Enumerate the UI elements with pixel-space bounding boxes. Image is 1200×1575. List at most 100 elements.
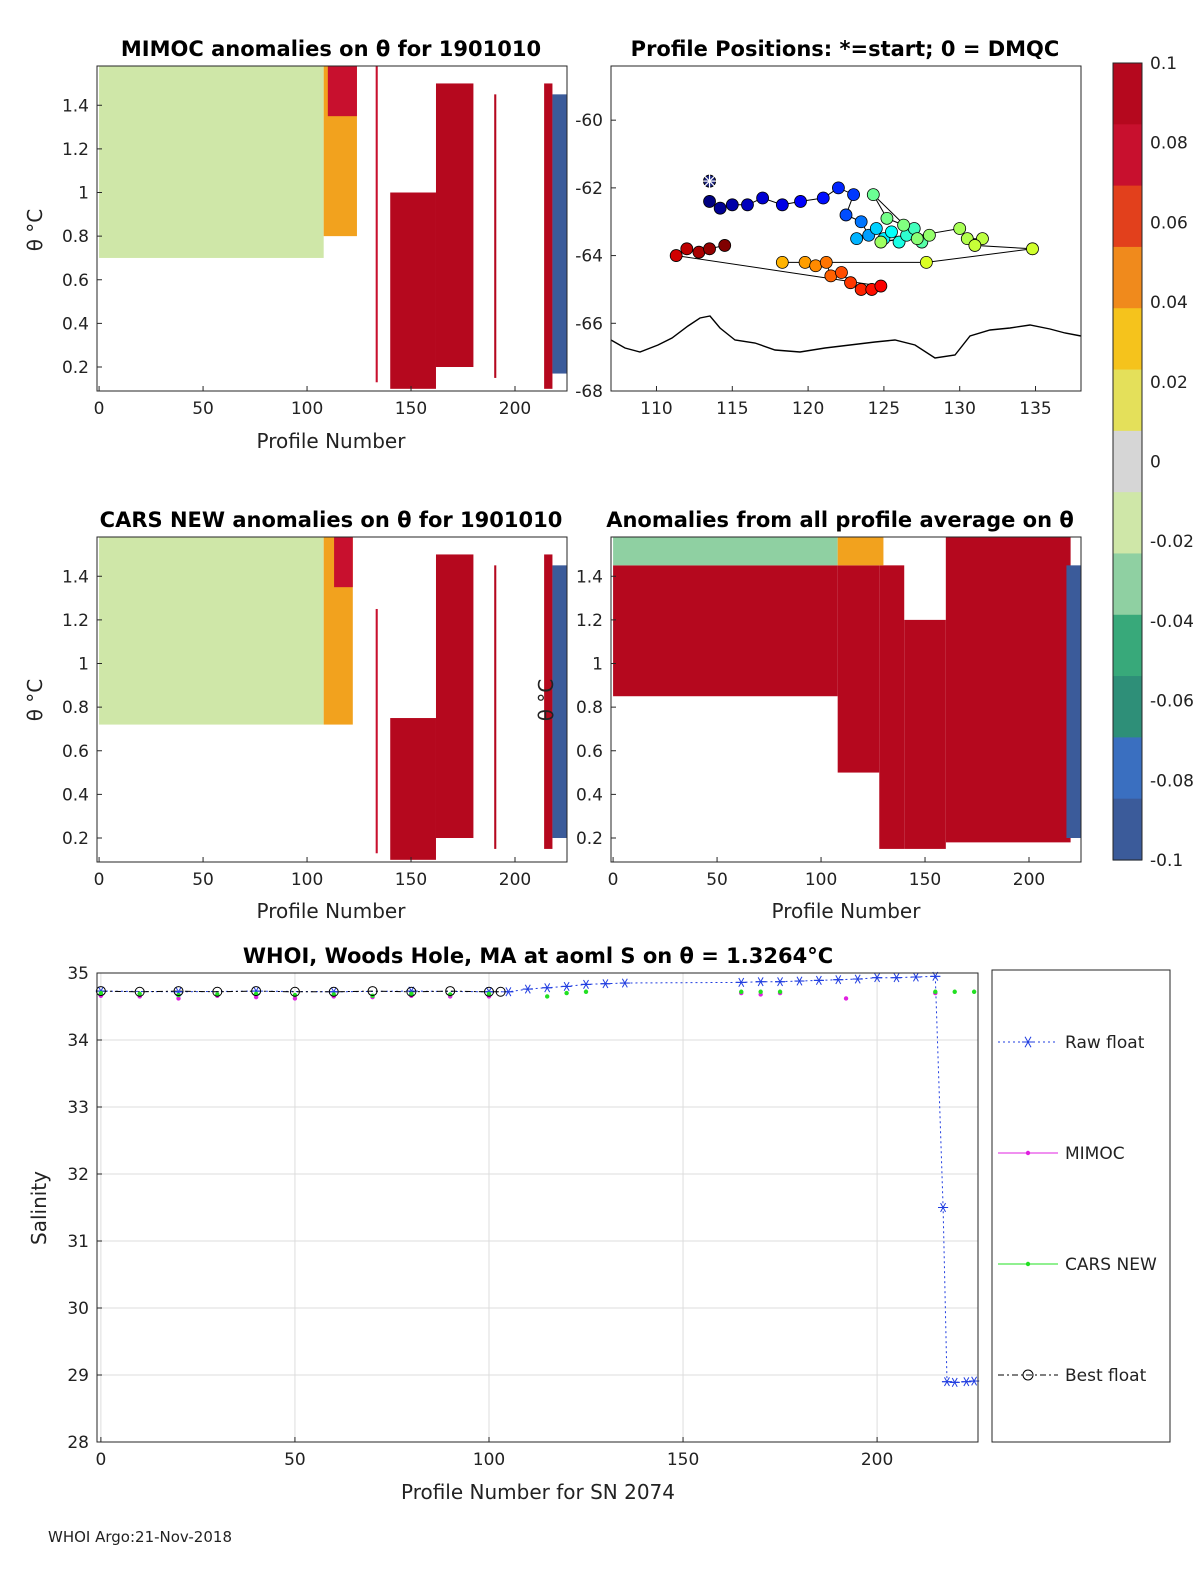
series-point [486, 991, 492, 996]
series-point [176, 996, 181, 1001]
colorbar-cell [1113, 553, 1142, 616]
x-tick-label: 200 [861, 1450, 893, 1470]
cars-anomaly-regions [99, 537, 567, 860]
best-float-marker [289, 986, 300, 997]
colorbar-cells [1113, 63, 1142, 861]
cars-anomaly-panel: CARS NEW anomalies on θ for 1901010 0 50 1… [23, 508, 568, 923]
best-float-marker [367, 986, 378, 997]
best-float-marker [483, 986, 494, 997]
mimoc-anomaly-panel: MIMOC anomalies on θ for 1901010 0 50 100 1… [23, 37, 568, 453]
profile-point [850, 232, 864, 246]
salinity-legend: Raw float MIMOC CARS NEW Best float [991, 969, 1171, 1443]
anomaly-region [375, 608, 378, 854]
colorbar-cell [1113, 798, 1142, 861]
y-tick-label: 1.2 [576, 611, 603, 631]
colorbar-label: -0.06 [1150, 692, 1194, 712]
profile-point [725, 198, 739, 212]
colorbar-frame [1112, 62, 1143, 861]
salinity-x-axis-label: Profile Number for SN 2074 [401, 1480, 675, 1504]
profile-point [775, 255, 789, 269]
y-tick-label: 1.4 [62, 567, 89, 587]
y-tick-label: 0.6 [62, 271, 89, 291]
series-point [971, 989, 977, 994]
profile-average-regions [613, 537, 1081, 849]
profile-point [680, 242, 694, 256]
x-tick-label: 0 [608, 870, 619, 890]
colorbar-label: 0.04 [1150, 293, 1188, 313]
profile-point [713, 201, 727, 215]
x-tick-label: 120 [792, 399, 824, 419]
best-float-marker [251, 986, 262, 997]
raw-float-marker [872, 973, 883, 983]
x-tick-label: 200 [499, 399, 531, 419]
x-tick-label: 100 [805, 870, 837, 890]
colorbar-label: -0.02 [1150, 532, 1194, 552]
profile-point [844, 276, 857, 290]
x-tick-label: 150 [395, 399, 427, 419]
series-point [545, 994, 550, 999]
y-tick-label: 0.4 [62, 785, 89, 805]
profile-point [968, 239, 982, 252]
legend-label: CARS NEW [1065, 1255, 1157, 1275]
profile-average-anomaly-title: Anomalies from all profile average on θ [606, 508, 1074, 532]
y-tick-label: 0.6 [62, 742, 89, 762]
y-tick-label: 1.4 [62, 96, 89, 116]
anomaly-region [613, 565, 838, 697]
colorbar-label: 0.02 [1150, 373, 1188, 393]
y-tick-label: 30 [67, 1299, 89, 1319]
profile-point [919, 255, 933, 269]
profile-point [847, 188, 860, 202]
salinity-series-markers [95, 971, 980, 1387]
mimoc-anomaly-title: MIMOC anomalies on θ for 1901010 [121, 37, 541, 61]
x-tick-label: 110 [640, 399, 672, 419]
profile-positions-frame [610, 65, 1082, 392]
anomaly-region [837, 537, 884, 566]
average-x-axis-label: Profile Number [772, 899, 922, 923]
profile-point [692, 245, 706, 259]
anomaly-region [334, 537, 353, 588]
cars-anomaly-title: CARS NEW anomalies on θ for 1901010 [100, 508, 563, 532]
x-tick-label: 150 [909, 870, 941, 890]
colorbar-cell [1113, 614, 1142, 677]
cars-x-axis-label: Profile Number [257, 899, 407, 923]
y-tick-label: 0.8 [62, 698, 89, 718]
salinity-panel: WHOI, Woods Hole, MA at aoml S on θ = 1.… [27, 944, 980, 1504]
antarctic-coastline [610, 315, 1082, 359]
profile-average-frame [610, 536, 1082, 863]
legend-entries: Raw float MIMOC CARS NEW Best float [998, 1033, 1157, 1386]
anomaly-region [390, 718, 436, 860]
anomaly-region [99, 537, 324, 725]
legend-entry: Best float [998, 1366, 1147, 1386]
legend-entry: CARS NEW [998, 1255, 1157, 1275]
x-tick-label: 150 [395, 870, 427, 890]
legend-entry: MIMOC [998, 1144, 1125, 1164]
colorbar-label: 0.06 [1150, 213, 1188, 233]
profile-point [669, 249, 683, 262]
colorbar-cell [1113, 308, 1142, 371]
average-x-ticks: 0 50 100 150 200 [608, 857, 1045, 890]
profile-point [703, 242, 716, 256]
x-tick-label: 125 [868, 399, 900, 419]
profile-point [953, 222, 967, 235]
profile-point [798, 255, 812, 269]
x-tick-label: 0 [95, 1450, 106, 1470]
x-tick-label: 0 [94, 870, 105, 890]
anomaly-region [544, 554, 553, 849]
x-tick-label: 100 [473, 1450, 505, 1470]
colorbar-cell [1113, 737, 1142, 800]
mimoc-x-axis-label: Profile Number [257, 429, 407, 453]
profile-point [824, 269, 838, 283]
legend-label: Best float [1065, 1366, 1147, 1386]
raw-float-marker [813, 975, 824, 985]
colorbar-cell [1113, 124, 1142, 187]
x-tick-label: 100 [291, 399, 323, 419]
x-tick-label: 200 [499, 870, 531, 890]
series-point [137, 991, 142, 996]
x-tick-label: 130 [943, 399, 975, 419]
series-point [758, 989, 763, 994]
salinity-title: WHOI, Woods Hole, MA at aoml S on θ = 1.… [243, 944, 833, 968]
profile-point [854, 215, 868, 229]
y-tick-label: -68 [575, 382, 603, 402]
x-tick-label: 100 [291, 870, 323, 890]
raw-float-marker [891, 973, 902, 983]
